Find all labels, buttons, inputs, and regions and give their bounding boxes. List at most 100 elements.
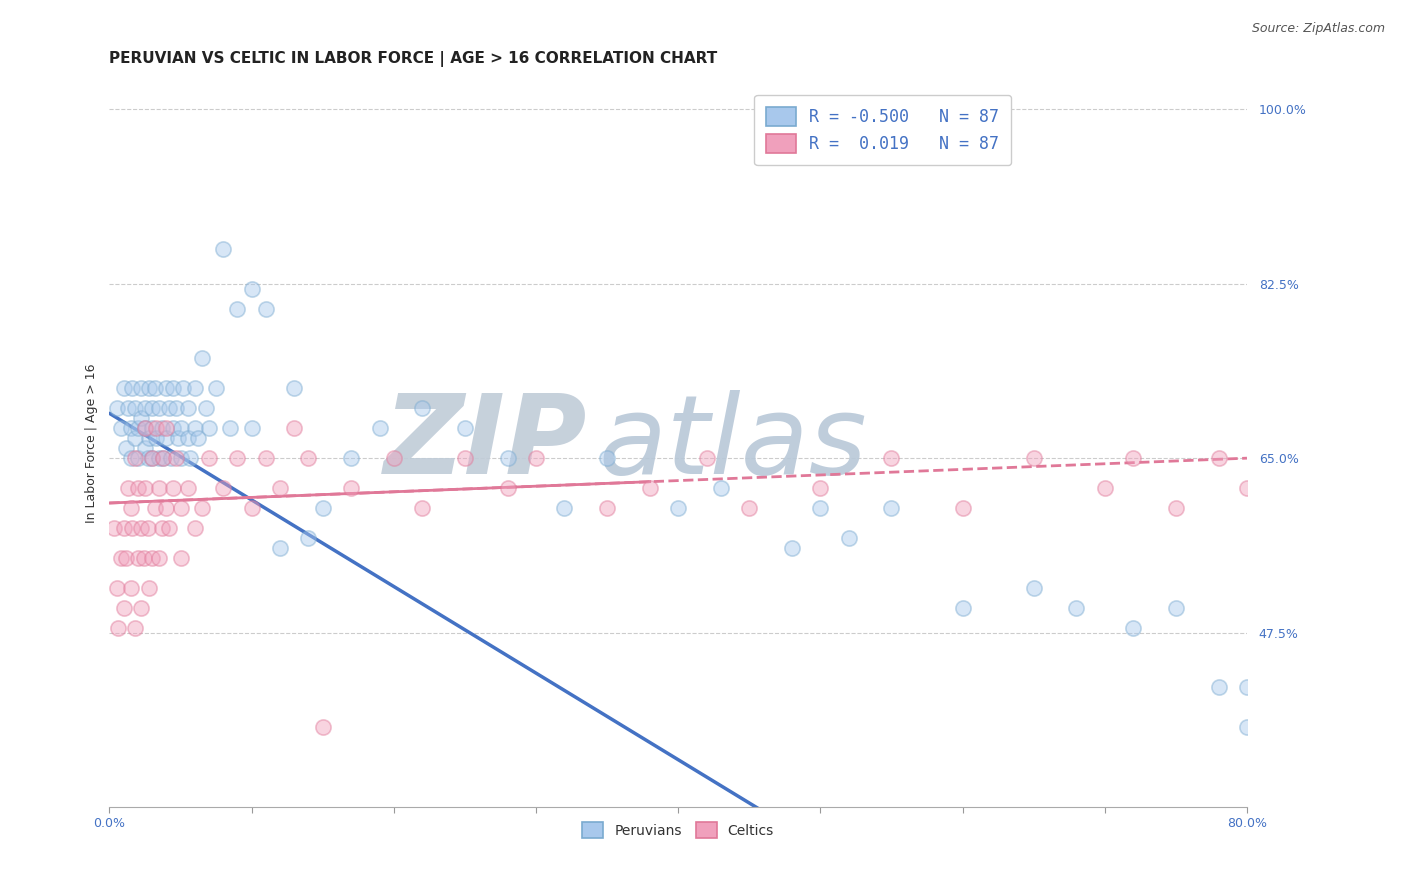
Point [148, 481, 170, 495]
Point [148, 451, 170, 466]
Point [454, 451, 477, 466]
Point [132, 550, 155, 565]
Point [121, 521, 143, 535]
Point [121, 381, 143, 395]
Point [1022, 581, 1045, 595]
Point [124, 451, 146, 466]
Point [1236, 681, 1258, 695]
Point [240, 282, 263, 296]
Point [312, 720, 335, 734]
Point [340, 481, 363, 495]
Point [157, 401, 180, 416]
Point [808, 481, 831, 495]
Point [187, 431, 209, 445]
Point [115, 550, 138, 565]
Point [169, 421, 191, 435]
Point [183, 521, 205, 535]
Point [112, 521, 135, 535]
Y-axis label: In Labor Force | Age > 16: In Labor Force | Age > 16 [86, 363, 98, 523]
Point [596, 501, 619, 516]
Point [136, 521, 159, 535]
Point [240, 421, 263, 435]
Point [129, 600, 152, 615]
Point [120, 501, 142, 516]
Point [115, 441, 138, 455]
Point [166, 431, 188, 445]
Point [117, 401, 139, 416]
Point [198, 451, 221, 466]
Point [183, 381, 205, 395]
Point [411, 401, 433, 416]
Point [155, 431, 177, 445]
Point [124, 431, 146, 445]
Point [169, 550, 191, 565]
Point [952, 600, 974, 615]
Point [254, 451, 277, 466]
Point [127, 550, 149, 565]
Point [1094, 481, 1116, 495]
Point [129, 521, 152, 535]
Point [129, 381, 152, 395]
Point [496, 481, 519, 495]
Point [808, 501, 831, 516]
Point [191, 501, 214, 516]
Point [143, 381, 166, 395]
Point [195, 401, 218, 416]
Point [1122, 621, 1144, 635]
Point [1164, 501, 1187, 516]
Point [165, 451, 187, 466]
Point [226, 451, 249, 466]
Point [136, 451, 159, 466]
Point [1164, 600, 1187, 615]
Text: ZIP: ZIP [384, 390, 588, 497]
Point [155, 421, 177, 435]
Point [191, 351, 214, 366]
Point [312, 501, 335, 516]
Point [1208, 681, 1230, 695]
Point [1236, 481, 1258, 495]
Point [411, 501, 433, 516]
Point [183, 421, 205, 435]
Point [103, 521, 125, 535]
Point [952, 501, 974, 516]
Point [165, 401, 187, 416]
Point [127, 421, 149, 435]
Point [134, 481, 156, 495]
Point [880, 501, 903, 516]
Point [219, 421, 242, 435]
Point [1022, 451, 1045, 466]
Point [129, 411, 152, 425]
Text: Source: ZipAtlas.com: Source: ZipAtlas.com [1251, 22, 1385, 36]
Point [283, 421, 305, 435]
Point [141, 421, 163, 435]
Point [205, 381, 228, 395]
Point [172, 381, 194, 395]
Point [838, 531, 860, 545]
Point [162, 421, 184, 435]
Point [141, 451, 163, 466]
Point [127, 451, 149, 466]
Point [212, 242, 235, 256]
Point [212, 481, 235, 495]
Point [138, 381, 160, 395]
Point [176, 481, 198, 495]
Point [141, 451, 163, 466]
Point [368, 421, 391, 435]
Point [120, 421, 142, 435]
Text: atlas: atlas [599, 390, 868, 497]
Point [198, 421, 221, 435]
Point [283, 381, 305, 395]
Point [1208, 451, 1230, 466]
Point [297, 451, 319, 466]
Point [162, 481, 184, 495]
Point [454, 421, 477, 435]
Point [105, 401, 128, 416]
Point [169, 501, 191, 516]
Point [145, 421, 167, 435]
Point [340, 451, 363, 466]
Point [524, 451, 547, 466]
Point [880, 451, 903, 466]
Point [179, 451, 201, 466]
Point [124, 621, 146, 635]
Point [138, 431, 160, 445]
